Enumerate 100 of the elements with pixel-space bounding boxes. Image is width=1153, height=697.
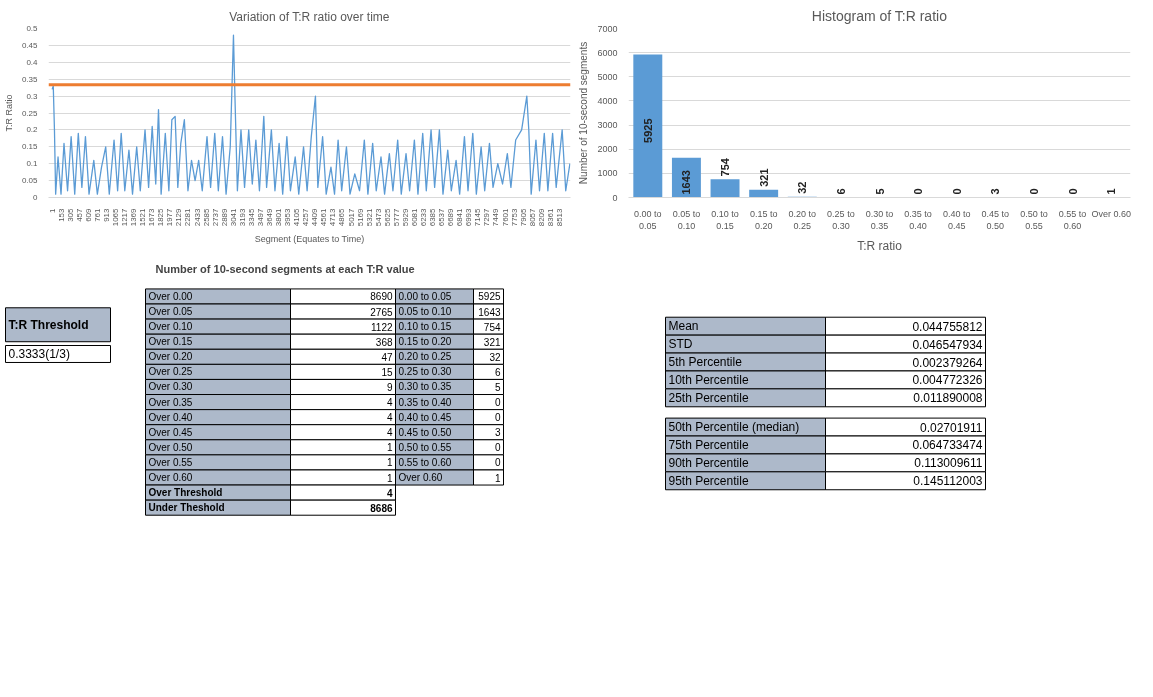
x-tick-label: 3345 — [246, 207, 256, 227]
text: 2765 — [370, 306, 393, 318]
x-tick-label: 2433 — [192, 207, 202, 227]
text: 95th Percentile — [668, 473, 749, 488]
y-tick-label: 0.2 — [26, 125, 39, 135]
y-tick-label: 0.1 — [26, 159, 39, 169]
text: Over 0.30 — [148, 381, 193, 393]
text: Over 0.50 — [148, 441, 193, 453]
text: Number of 10-second segments at each T:R value — [155, 262, 415, 275]
y-tick-label: 2000 — [597, 144, 618, 155]
text: 754 — [483, 321, 501, 333]
x-tick-label: 3041 — [228, 207, 238, 227]
x-tick-label: 0.10 to 0.15 — [711, 208, 739, 231]
data-label: 1643 — [680, 170, 693, 195]
x-tick-label: 6537 — [437, 207, 447, 227]
x-tick-label: 6993 — [464, 207, 474, 227]
x-tick-label: 4865 — [337, 207, 347, 227]
x-tick-label: 8361 — [545, 207, 555, 227]
text: Mean — [668, 319, 699, 334]
text: 0.30 to 0.35 — [398, 381, 452, 393]
data-label: 5 — [873, 188, 886, 195]
text: 4 — [386, 412, 393, 424]
text: 1 — [494, 472, 501, 484]
x-tick-label: 5017 — [346, 207, 356, 227]
x-tick-label: 761 — [92, 207, 102, 222]
data-label: 0 — [912, 188, 925, 195]
x-tick-label: 5777 — [391, 207, 401, 227]
x-tick-label: 0.55 to 0.60 — [1058, 208, 1087, 231]
text: Over 0.05 — [148, 306, 193, 318]
data-label: 3 — [989, 188, 1002, 195]
text: T:R Threshold — [8, 317, 89, 332]
x-tick-label: 5321 — [364, 207, 374, 227]
x-tick-label: 457 — [74, 207, 84, 222]
x-tick-label: 3801 — [274, 207, 284, 227]
x-tick-label: 7297 — [482, 207, 492, 227]
x-tick-label: 0.40 to 0.45 — [942, 208, 971, 231]
text: 0.15 to 0.20 — [398, 336, 452, 348]
y-tick-label: 0.4 — [26, 57, 39, 67]
text: 0.05 to 0.10 — [398, 306, 452, 318]
y-axis-title: T:R Ratio — [3, 94, 14, 132]
text: 8690 — [370, 291, 393, 303]
text: Under Theshold — [148, 502, 225, 514]
text: Over 0.00 — [148, 290, 193, 302]
text: 5th Percentile — [668, 355, 743, 369]
y-tick-label: 0.5 — [26, 24, 39, 33]
x-tick-label: 6385 — [428, 207, 438, 227]
text: 0.011890008 — [913, 391, 983, 406]
text: Over 0.60 — [148, 472, 193, 483]
text: Over 0.20 — [148, 351, 193, 363]
x-tick-label: 0.25 to 0.30 — [827, 208, 855, 231]
x-tick-label: 1825 — [156, 207, 166, 227]
text: 0.40 to 0.45 — [398, 411, 452, 423]
text: 32 — [489, 351, 501, 363]
x-tick-label: 6689 — [446, 207, 456, 227]
x-tick-label: 8513 — [554, 207, 564, 227]
x-axis-title: Segment (Equates to Time) — [254, 234, 365, 245]
x-tick-label: 4409 — [310, 207, 320, 227]
x-tick-label: 0.15 to 0.20 — [749, 208, 778, 231]
text: 0 — [494, 412, 501, 424]
data-label: 0 — [1066, 188, 1079, 195]
data-label: 6 — [834, 188, 847, 195]
x-tick-label: 7753 — [509, 207, 519, 227]
y-axis-title: Number of 10-second segments — [578, 41, 590, 185]
x-tick-label: 1065 — [111, 207, 121, 227]
y-tick-label: 0.45 — [21, 40, 39, 50]
text: 4 — [386, 427, 393, 439]
y-tick-label: 1000 — [597, 168, 618, 179]
text: 5925 — [478, 291, 501, 303]
data-label: 754 — [719, 157, 732, 177]
x-axis-title: T:R ratio — [857, 238, 903, 253]
y-tick-label: 4000 — [597, 95, 618, 106]
x-tick-label: 1977 — [165, 207, 175, 227]
text: 90th Percentile — [668, 455, 749, 470]
text: 6 — [494, 366, 501, 378]
text: 0.3333(1/3) — [8, 346, 70, 361]
text: 0.20 to 0.25 — [398, 351, 452, 363]
x-tick-label: 153 — [56, 207, 66, 222]
x-tick-label: 6841 — [455, 207, 465, 227]
chart-title: Variation of T:R ratio over time — [229, 9, 390, 24]
text: 0.02701911 — [919, 420, 983, 435]
x-tick-label: 0.00 to 0.05 — [634, 208, 662, 231]
x-tick-label: 7145 — [473, 207, 483, 227]
text: 0.002379264 — [912, 355, 983, 370]
y-tick-label: 0 — [33, 193, 39, 202]
x-tick-label: 0.45 to 0.50 — [981, 208, 1010, 231]
x-tick-label: 609 — [83, 207, 93, 222]
text: 0.145112003 — [913, 474, 983, 489]
x-tick-label: 0.05 to 0.10 — [672, 208, 701, 231]
y-tick-label: 6000 — [597, 47, 618, 58]
x-tick-label: 8209 — [536, 207, 546, 227]
text: Over 0.10 — [148, 321, 193, 333]
text: 0.00 to 0.05 — [398, 290, 452, 302]
y-tick-label: 0.25 — [21, 108, 39, 118]
x-tick-label: 0.50 to 0.55 — [1020, 208, 1048, 231]
text: STD — [668, 337, 693, 352]
x-tick-label: 2737 — [210, 207, 220, 227]
x-tick-label: 6081 — [409, 207, 419, 227]
y-tick-label: 0.15 — [21, 142, 39, 152]
x-tick-label: 4257 — [301, 207, 311, 227]
text: 9 — [386, 381, 393, 393]
